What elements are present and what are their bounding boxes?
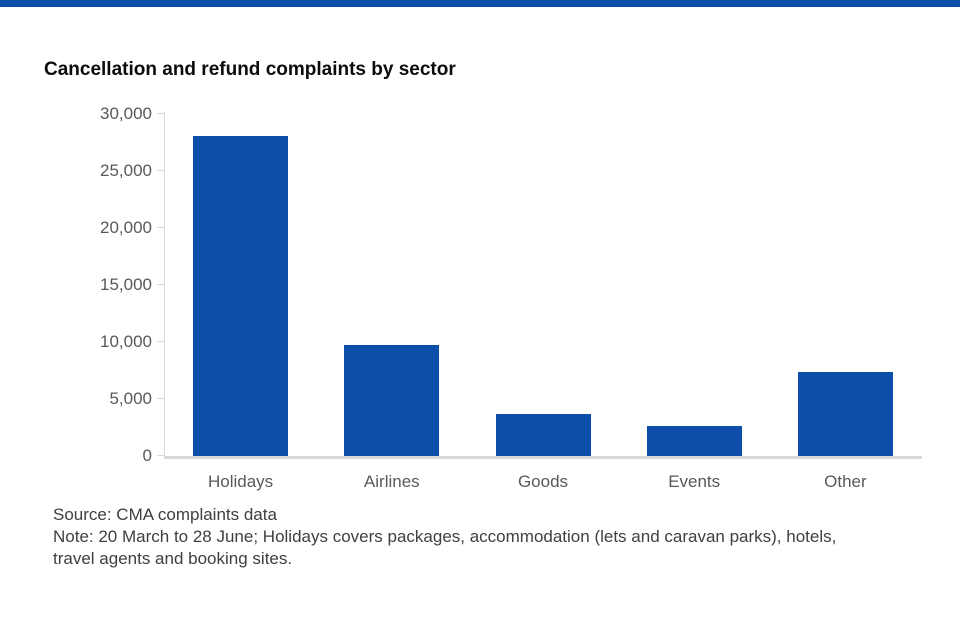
bar-holidays	[193, 135, 289, 456]
x-axis-category-label: Airlines	[363, 472, 420, 491]
note-line-1: Note: 20 March to 28 June; Holidays cove…	[53, 527, 837, 546]
bar-airlines	[344, 345, 440, 456]
note-line-2: travel agents and booking sites.	[53, 549, 293, 568]
x-axis-category-label: Other	[824, 472, 867, 491]
y-axis-tick-label: 20,000	[100, 218, 152, 237]
chart-title: Cancellation and refund complaints by se…	[44, 59, 456, 80]
y-axis-tick-label: 15,000	[100, 275, 152, 294]
x-axis-category-label: Holidays	[207, 472, 274, 491]
y-axis-tick-label: 10,000	[100, 332, 152, 351]
x-axis-line	[164, 456, 922, 459]
source-note: Source: CMA complaints data	[53, 505, 277, 524]
y-axis-tick	[157, 113, 165, 114]
y-axis-tick	[157, 170, 165, 171]
x-axis-category-label: Goods	[517, 472, 569, 491]
y-axis-tick	[157, 398, 165, 399]
bar-goods	[495, 413, 591, 456]
y-axis-tick-label: 0	[142, 446, 152, 465]
y-axis-tick-label: 30,000	[100, 104, 152, 123]
bar-events	[646, 426, 742, 456]
footnotes: Source: CMA complaints data Note: 20 Mar…	[53, 504, 933, 570]
y-axis-line	[164, 112, 165, 459]
top-accent-bar	[0, 0, 960, 7]
y-axis-tick	[157, 227, 165, 228]
y-axis-tick	[157, 284, 165, 285]
y-axis-tick	[157, 341, 165, 342]
x-axis-category-label: Events	[668, 472, 721, 491]
bar-other	[797, 371, 893, 456]
y-axis-tick	[157, 455, 165, 456]
y-axis-tick-label: 25,000	[100, 161, 152, 180]
y-axis-tick-label: 5,000	[109, 389, 152, 408]
